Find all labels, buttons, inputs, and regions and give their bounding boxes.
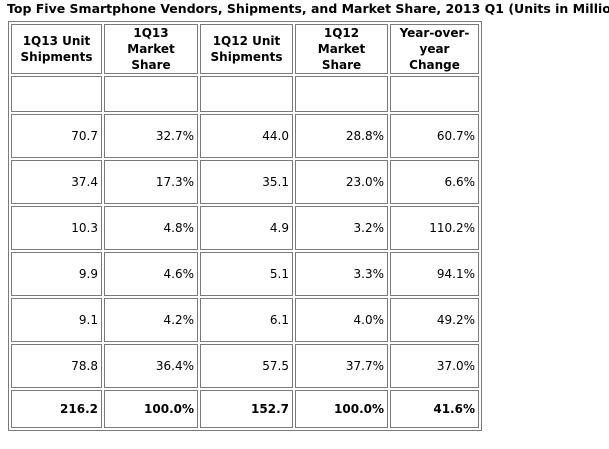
table-cell: 37.7%: [295, 344, 388, 388]
table-cell: 4.2%: [104, 298, 198, 342]
column-header: Year-over-year Change: [390, 24, 479, 74]
table-cell: 5.1: [200, 252, 293, 296]
table-cell: 17.3%: [104, 160, 198, 204]
table-cell: 37.0%: [390, 344, 479, 388]
table-cell: 57.5: [200, 344, 293, 388]
total-cell: 216.2: [11, 390, 102, 428]
column-header: 1Q12 Unit Shipments: [200, 24, 293, 74]
table-cell: 9.1: [11, 298, 102, 342]
table-cell: [390, 76, 479, 112]
header-row: 1Q13 Unit Shipments 1Q13 Market Share 1Q…: [11, 24, 479, 74]
table-cell: 4.0%: [295, 298, 388, 342]
table-cell: 32.7%: [104, 114, 198, 158]
shipments-table: 1Q13 Unit Shipments 1Q13 Market Share 1Q…: [8, 21, 482, 431]
column-header: 1Q12 Market Share: [295, 24, 388, 74]
table-cell: [104, 76, 198, 112]
table-cell: 4.6%: [104, 252, 198, 296]
table-cell: 44.0: [200, 114, 293, 158]
table-row: 70.7 32.7% 44.0 28.8% 60.7%: [11, 114, 479, 158]
table-cell: 6.1: [200, 298, 293, 342]
table-cell: 9.9: [11, 252, 102, 296]
table-cell: 94.1%: [390, 252, 479, 296]
table-cell: 10.3: [11, 206, 102, 250]
table-cell: 3.3%: [295, 252, 388, 296]
total-cell: 152.7: [200, 390, 293, 428]
total-row: 216.2 100.0% 152.7 100.0% 41.6%: [11, 390, 479, 428]
table-cell: 49.2%: [390, 298, 479, 342]
column-header: 1Q13 Unit Shipments: [11, 24, 102, 74]
table-cell: 4.9: [200, 206, 293, 250]
table-cell: 110.2%: [390, 206, 479, 250]
table-cell: 6.6%: [390, 160, 479, 204]
column-header: 1Q13 Market Share: [104, 24, 198, 74]
table-cell: 36.4%: [104, 344, 198, 388]
total-cell: 41.6%: [390, 390, 479, 428]
table-cell: 28.8%: [295, 114, 388, 158]
table-cell: 4.8%: [104, 206, 198, 250]
table-cell: 23.0%: [295, 160, 388, 204]
table-row: 78.8 36.4% 57.5 37.7% 37.0%: [11, 344, 479, 388]
table-row: 9.9 4.6% 5.1 3.3% 94.1%: [11, 252, 479, 296]
table-cell: 60.7%: [390, 114, 479, 158]
table-cell: 78.8: [11, 344, 102, 388]
table-cell: 70.7: [11, 114, 102, 158]
table-row: [11, 76, 479, 112]
table-cell: 3.2%: [295, 206, 388, 250]
total-cell: 100.0%: [295, 390, 388, 428]
table-row: 10.3 4.8% 4.9 3.2% 110.2%: [11, 206, 479, 250]
table-cell: [11, 76, 102, 112]
table-cell: [200, 76, 293, 112]
table-cell: 35.1: [200, 160, 293, 204]
table-row: 37.4 17.3% 35.1 23.0% 6.6%: [11, 160, 479, 204]
table-cell: 37.4: [11, 160, 102, 204]
table-cell: [295, 76, 388, 112]
table-title: Top Five Smartphone Vendors, Shipments, …: [7, 1, 609, 16]
total-cell: 100.0%: [104, 390, 198, 428]
table-row: 9.1 4.2% 6.1 4.0% 49.2%: [11, 298, 479, 342]
